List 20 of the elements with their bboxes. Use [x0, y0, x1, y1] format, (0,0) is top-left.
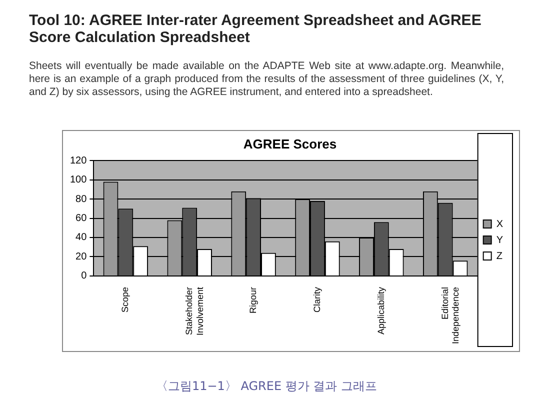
x-tick-label: Stakeholder Involvement [184, 286, 205, 336]
legend-label: X [496, 218, 504, 230]
x-tick-label: Clarity [312, 286, 322, 312]
x-tick-label: Editorial Independence [440, 286, 461, 344]
y-tick-label: 40 [76, 232, 88, 244]
y-tick-label: 0 [81, 270, 88, 282]
text: Sheets will eventually be made available on the ADAPTE Web site at www.adapte.org. Meanwhile, here is an example of a graph produced from the results of the assessment of three guidelines (X, Y, and Z) by six assessors, using the AGREE instrument, and entered into a spreadsheet. [29, 60, 504, 99]
legend-label: Z [496, 250, 502, 262]
x-tick-label: Rigour [248, 286, 258, 314]
y-tick-label: 60 [76, 213, 88, 224]
y-tick-label: 80 [76, 194, 88, 205]
y-tick-label: 100 [70, 174, 88, 186]
y-tick-label: 20 [76, 251, 88, 262]
x-tick-label: Scope [120, 286, 130, 312]
text: 〈그림11−1〉 AGREE 평가 결과 그래프 [154, 378, 378, 395]
x-tick-label: Applicability [376, 286, 386, 334]
chart-title: AGREE Scores [243, 136, 337, 152]
text: Tool 10: AGREE Inter-rater Agreement Spreadsheet and AGREE Score Calculation Spreadsheet [29, 12, 482, 46]
y-tick-label: 120 [70, 155, 88, 166]
legend-label: Y [496, 234, 504, 246]
